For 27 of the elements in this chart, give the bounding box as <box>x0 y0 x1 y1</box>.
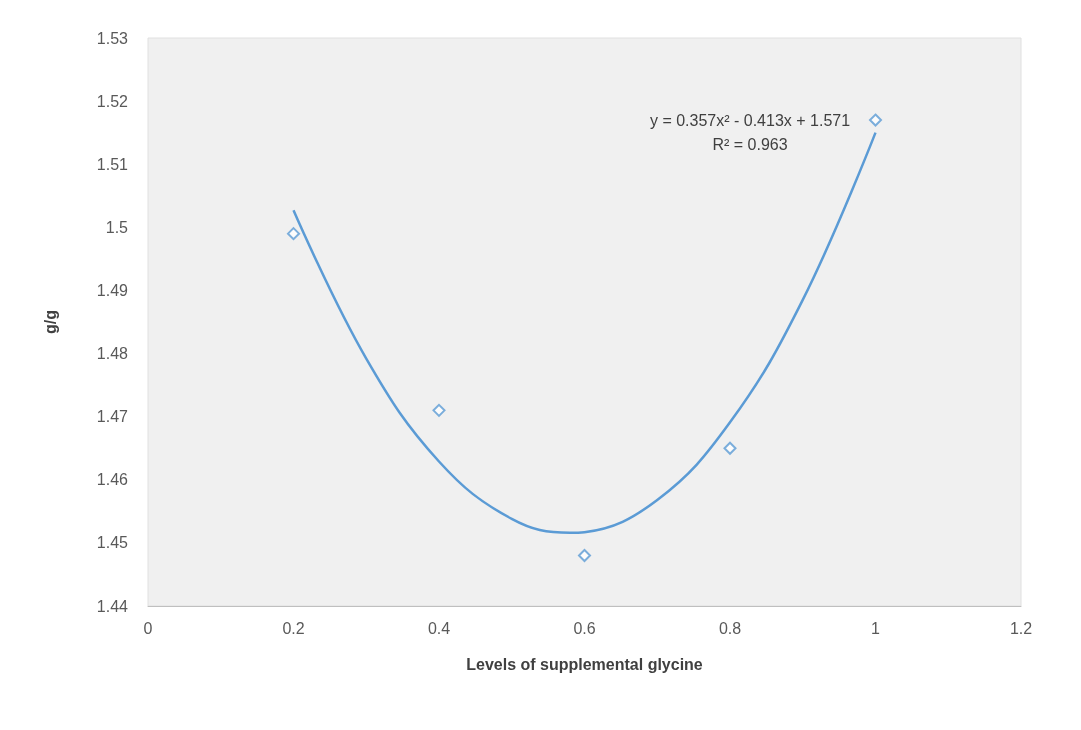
y-tick-label: 1.48 <box>96 345 129 363</box>
y-tick-label: 1.52 <box>96 92 129 110</box>
y-tick-label: 1.49 <box>96 281 129 299</box>
x-tick-label: 1.2 <box>1009 619 1033 637</box>
x-tick-label: 0.4 <box>427 619 451 637</box>
x-tick-label: 1 <box>871 619 881 637</box>
point <box>869 113 882 127</box>
x-tick-label: 0.2 <box>282 619 305 637</box>
point <box>578 549 591 563</box>
x-tick-label: 0 <box>143 619 153 637</box>
y-tick-label: 1.5 <box>105 218 129 236</box>
annotation: y = 0.357x² - 0.413x + 1.571 <box>649 111 851 129</box>
x-tick-label: 0.8 <box>718 619 742 637</box>
y-tick-label: 1.51 <box>96 155 129 173</box>
line-series <box>292 131 877 535</box>
point <box>287 227 300 241</box>
x-axis-title: Levels of supplemental glycine <box>466 655 703 673</box>
annotation: R² = 0.963 <box>712 135 788 153</box>
y-tick-label: 1.47 <box>96 408 129 426</box>
y-axis-title: g/g <box>41 310 59 334</box>
y-tick-label: 1.53 <box>96 29 129 47</box>
point <box>432 403 446 417</box>
x-tick-label: 0.6 <box>573 619 596 637</box>
y-tick-label: 1.45 <box>96 534 129 552</box>
point <box>723 441 737 455</box>
y-tick-label: 1.44 <box>96 597 129 615</box>
y-tick-label: 1.46 <box>96 471 129 489</box>
